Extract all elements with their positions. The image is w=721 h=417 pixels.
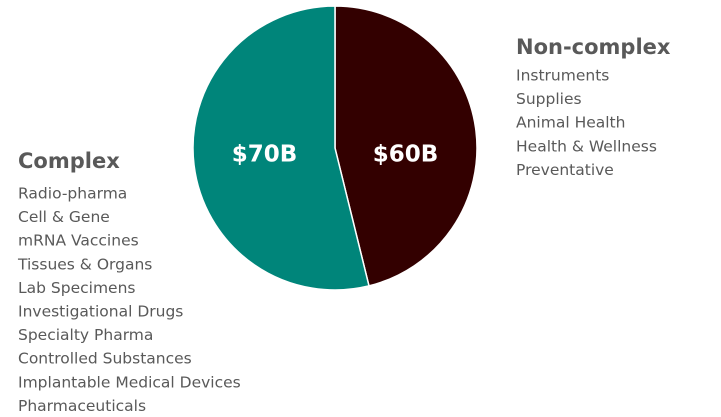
value-label: $60B [373, 142, 439, 168]
category-item: mRNA Vaccines [18, 232, 139, 250]
category-item: Controlled Substances [18, 350, 192, 368]
pie-slice [192, 5, 370, 291]
value-label: $70B [232, 142, 298, 168]
category-heading: Non-complex [516, 35, 671, 59]
category-item: Investigational Drugs [18, 303, 183, 321]
category-item: Specialty Pharma [18, 326, 153, 344]
category-item: Health & Wellness [516, 137, 657, 155]
category-item: Animal Health [516, 114, 625, 132]
category-item: Lab Specimens [18, 279, 135, 297]
pie-slice [334, 5, 478, 287]
category-item: Preventative [516, 161, 614, 179]
category-item: Supplies [516, 90, 582, 108]
category-heading: Complex [18, 149, 120, 173]
category-item: Tissues & Organs [17, 255, 152, 273]
category-item: Implantable Medical Devices [18, 373, 241, 391]
category-item: Pharmaceuticals [18, 397, 146, 415]
category-item: Cell & Gene [18, 208, 110, 226]
category-item: Radio-pharma [18, 185, 127, 203]
category-item: Instruments [516, 67, 609, 85]
